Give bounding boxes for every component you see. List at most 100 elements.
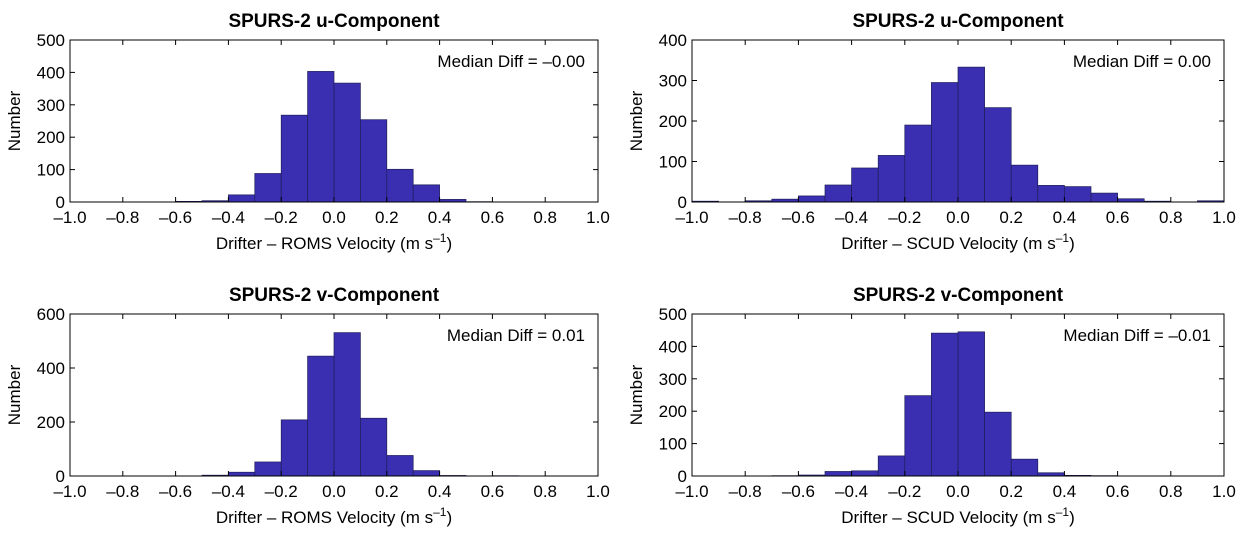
- x-tick-label: 0.4: [428, 208, 452, 227]
- x-tick-label: –0.6: [782, 482, 815, 501]
- median-diff-annotation: Median Diff = 0.00: [1073, 52, 1211, 71]
- y-axis-label: Number: [5, 90, 24, 151]
- x-tick-label: 0.8: [1159, 482, 1183, 501]
- y-tick-label: 0: [56, 193, 65, 212]
- histogram-bar: [852, 471, 879, 476]
- x-tick-label: –0.6: [159, 482, 192, 501]
- histogram-bar: [413, 185, 439, 202]
- median-diff-annotation: Median Diff = –0.00: [437, 52, 585, 71]
- x-tick-label: 1.0: [1212, 208, 1236, 227]
- histogram-bar: [985, 108, 1012, 202]
- x-tick-label: –0.6: [159, 208, 192, 227]
- x-tick-label: 0.0: [322, 482, 346, 501]
- x-tick-label: 0.2: [999, 208, 1023, 227]
- x-axis-label-text: Drifter – SCUD Velocity (m s: [841, 508, 1055, 527]
- histogram-bar: [1091, 193, 1118, 202]
- y-tick-label: 600: [37, 305, 65, 324]
- y-tick-label: 400: [659, 337, 687, 356]
- x-tick-label: 0.6: [481, 482, 505, 501]
- y-tick-label: 300: [659, 370, 687, 389]
- y-axis-label: Number: [627, 364, 646, 425]
- histogram-bar: [255, 462, 281, 476]
- histogram-bar: [228, 472, 254, 476]
- histogram-bar: [985, 412, 1012, 476]
- x-axis-label: Drifter – ROMS Velocity (m s–1): [216, 231, 452, 253]
- histogram-bar: [825, 471, 852, 476]
- histogram-bar: [958, 332, 985, 476]
- y-tick-label: 200: [37, 413, 65, 432]
- y-tick-label: 200: [37, 128, 65, 147]
- x-tick-label: 0.2: [375, 482, 399, 501]
- histogram-bar: [387, 169, 413, 202]
- histogram-bar: [878, 456, 905, 476]
- x-axis-label-exponent: –1: [1056, 231, 1070, 245]
- chart-title: SPURS-2 u-Component: [852, 11, 1064, 32]
- x-tick-label: 0.8: [533, 482, 557, 501]
- x-axis-label-exponent: –1: [433, 505, 447, 519]
- x-tick-label: –0.4: [835, 482, 868, 501]
- x-tick-label: 0.8: [1159, 208, 1183, 227]
- x-axis-label-close: ): [446, 508, 452, 527]
- x-tick-label: 0.0: [946, 208, 970, 227]
- y-tick-label: 100: [37, 161, 65, 180]
- x-tick-label: 0.6: [481, 208, 505, 227]
- y-tick-label: 0: [678, 467, 687, 486]
- histogram-bar: [308, 356, 334, 476]
- x-tick-label: 0.4: [428, 482, 452, 501]
- y-tick-label: 400: [37, 63, 65, 82]
- x-tick-label: 0.2: [999, 482, 1023, 501]
- x-tick-label: –0.4: [212, 482, 245, 501]
- x-tick-label: 0.4: [1053, 208, 1077, 227]
- x-tick-label: 0.0: [322, 208, 346, 227]
- x-axis-label-exponent: –1: [1056, 505, 1070, 519]
- x-tick-label: 0.6: [1106, 208, 1130, 227]
- median-diff-annotation: Median Diff = 0.01: [447, 326, 585, 345]
- x-tick-label: 0.2: [375, 208, 399, 227]
- histogram-bar: [825, 185, 852, 202]
- histogram-bar: [281, 420, 307, 476]
- x-axis-label-close: ): [1069, 508, 1075, 527]
- y-tick-label: 0: [678, 193, 687, 212]
- x-tick-label: –0.2: [888, 482, 921, 501]
- histogram-bar: [1064, 187, 1091, 202]
- y-tick-label: 100: [659, 153, 687, 172]
- x-axis-label-text: Drifter – ROMS Velocity (m s: [216, 234, 433, 253]
- x-tick-label: 0.6: [1106, 482, 1130, 501]
- chart-title: SPURS-2 v-Component: [229, 285, 440, 306]
- median-diff-annotation: Median Diff = –0.01: [1063, 326, 1211, 345]
- x-tick-label: 0.8: [533, 208, 557, 227]
- histogram-bar: [931, 333, 958, 476]
- x-axis-label-text: Drifter – SCUD Velocity (m s: [841, 234, 1055, 253]
- y-tick-label: 300: [37, 96, 65, 115]
- x-tick-label: –0.2: [888, 208, 921, 227]
- y-tick-label: 400: [659, 31, 687, 50]
- histogram-bar: [798, 196, 825, 202]
- x-tick-label: –0.8: [106, 482, 139, 501]
- x-tick-label: –0.8: [729, 482, 762, 501]
- y-tick-label: 500: [37, 31, 65, 50]
- histogram-bar: [387, 455, 413, 476]
- histogram-bar: [308, 71, 334, 202]
- histogram-bar: [878, 155, 905, 202]
- histogram-bar: [334, 333, 360, 476]
- x-tick-label: –0.8: [729, 208, 762, 227]
- y-tick-label: 200: [659, 402, 687, 421]
- x-tick-label: 0.0: [946, 482, 970, 501]
- histogram-bar: [413, 471, 439, 476]
- x-tick-label: 0.4: [1053, 482, 1077, 501]
- histogram-bar: [1011, 459, 1038, 476]
- x-tick-label: –0.4: [212, 208, 245, 227]
- histogram-bar: [281, 115, 307, 202]
- x-tick-label: –0.2: [265, 208, 298, 227]
- x-tick-label: –0.6: [782, 208, 815, 227]
- y-tick-label: 0: [56, 467, 65, 486]
- histogram-bar: [334, 83, 360, 202]
- y-axis-label: Number: [5, 364, 24, 425]
- chart-title: SPURS-2 v-Component: [853, 285, 1064, 306]
- histogram-bar: [958, 67, 985, 202]
- x-tick-label: –0.2: [265, 482, 298, 501]
- chart-title: SPURS-2 u-Component: [228, 11, 440, 32]
